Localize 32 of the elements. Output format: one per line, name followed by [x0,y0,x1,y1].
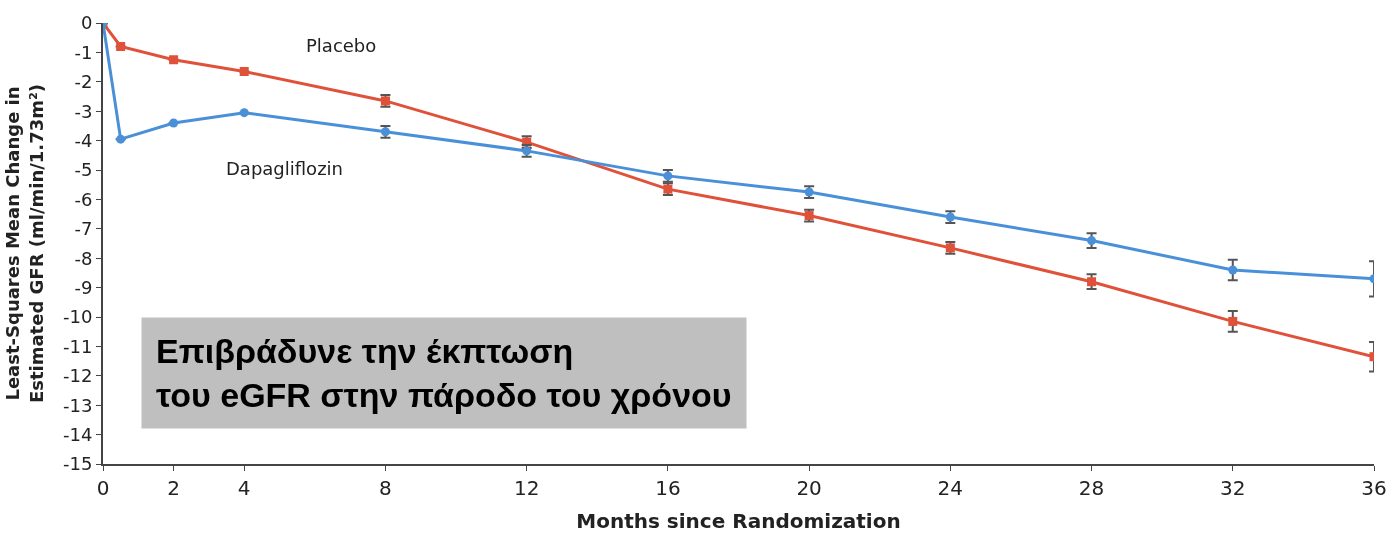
x-tick-label: 28 [1078,476,1105,500]
y-tick-label: -9 [74,276,93,298]
y-tick-label: -8 [74,247,93,269]
y-tick-label: -2 [74,71,93,93]
series-label: Dapagliflozin [226,158,343,179]
x-tick-label: 16 [655,476,681,500]
y-tick-label: -7 [74,218,93,240]
x-tick-label: 36 [1361,476,1387,500]
x-tick-label: 12 [513,476,540,500]
x-tick-label: 24 [937,476,964,500]
y-tick-label: -13 [62,394,93,416]
y-axis-title: Least-Squares Mean Change in Estimated GFR (ml/min/1.73m²) [2,83,47,404]
x-tick-label: 2 [167,476,180,500]
y-tick-label: -15 [62,453,93,475]
x-axis-title: Months since Randomization [576,509,901,533]
y-tick-label: -1 [74,41,93,63]
x-tick-label: 32 [1220,476,1246,500]
y-tick-label: 0 [80,12,93,34]
y-tick-label: -11 [62,335,93,357]
y-tick-label: -14 [62,423,93,445]
y-tick-label: -5 [74,159,93,181]
y-tick-label: -12 [62,365,93,387]
x-tick-label: 0 [96,476,110,500]
y-tick-label: -10 [62,306,93,328]
x-tick-label: 8 [379,476,392,500]
series-label: Placebo [306,35,377,56]
x-tick-label: 20 [796,476,822,500]
y-tick-label: -6 [74,188,93,210]
annotation: Επιβράδυνε την έκπτωση του eGFR στην πάροδο του χρόνου [156,332,732,415]
x-tick-label: 4 [237,476,251,500]
y-tick-label: -4 [74,129,93,151]
y-tick-label: -3 [74,100,93,122]
